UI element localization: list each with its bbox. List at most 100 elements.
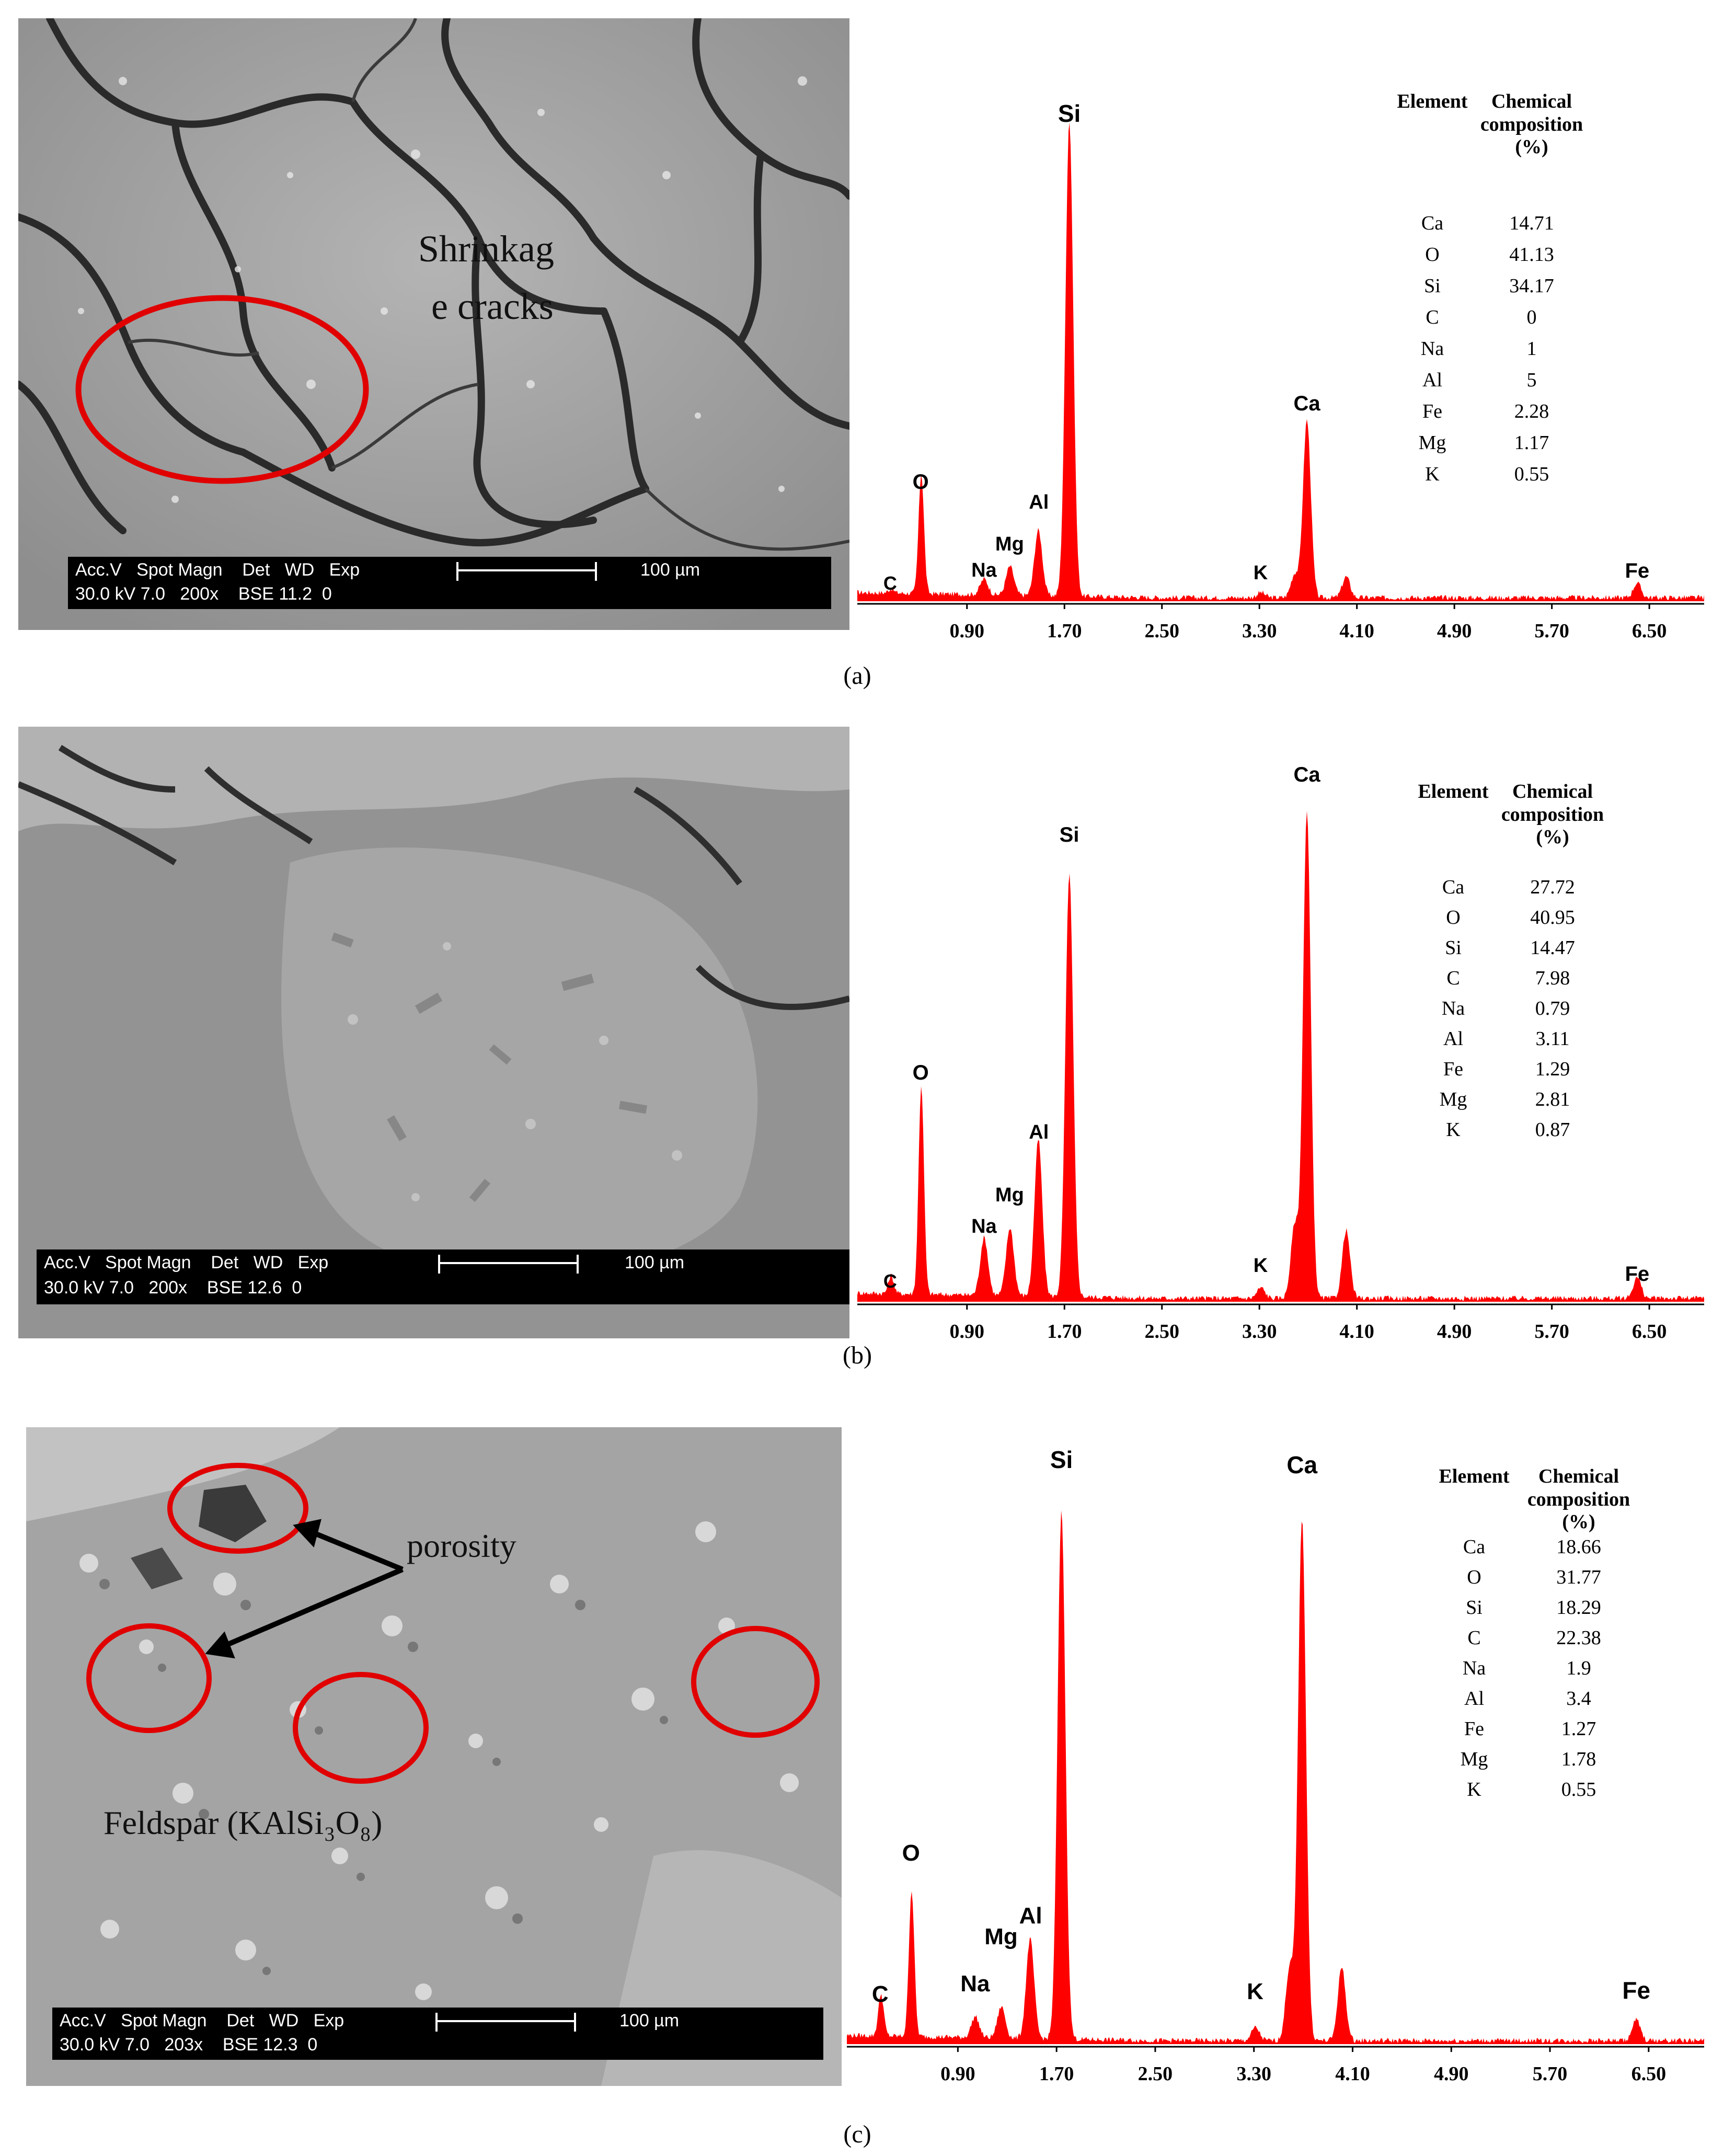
porosity-circle-1 (167, 1463, 308, 1554)
table-cell-value: 1.27 (1561, 1718, 1596, 1740)
sem-label-feldspar: Feldspar (KAlSi₃O₈) (104, 1804, 383, 1841)
panel-caption-b: (b) (843, 1341, 872, 1369)
peak-label-k: K (1247, 1979, 1263, 2004)
table-cell-value: 22.38 (1556, 1627, 1601, 1649)
table-cell-element: O (1467, 1566, 1481, 1588)
sem-label-porosity: porosity (407, 1527, 516, 1564)
panel-a: Shrinkag e cracks Acc.V Spot Magn Det WD… (0, 0, 1735, 701)
sem-info-row1: Acc.V Spot Magn Det WD Exp (44, 1253, 329, 1272)
peak-label-na: Na (971, 559, 997, 581)
peak-label-k: K (1253, 562, 1268, 584)
x-tick-label: 1.70 (1039, 2063, 1074, 2085)
peak-label-na: Na (960, 1971, 990, 1997)
table-cell-value: 1 (1526, 338, 1537, 360)
table-cell-value: 0.55 (1561, 1779, 1596, 1801)
x-tick-label: 0.90 (940, 2063, 975, 2085)
sem-info-bar-a: Acc.V Spot Magn Det WD Exp 30.0 kV 7.0 2… (68, 557, 831, 609)
table-cell-element: Ca (1463, 1536, 1486, 1558)
porosity-arrows (205, 1519, 404, 1659)
composition-table: Element Chemical composition (%) Ca 14.71 O 41.… (1380, 91, 1631, 525)
table-cell-value: 41.13 (1509, 244, 1554, 266)
table-cell-element: Mg (1418, 432, 1446, 454)
x-tick-label: 1.70 (1047, 1321, 1082, 1343)
table-header-composition: composition (1527, 1488, 1630, 1510)
sem-texture-c (26, 1427, 842, 2086)
feldspar-circle-1 (293, 1672, 429, 1784)
peak-label-fe: Fe (1625, 1263, 1650, 1286)
scale-label: 100 µm (619, 2011, 680, 2031)
sem-info-row2: 30.0 kV 7.0 203x BSE 12.3 0 (60, 2035, 318, 2055)
table-cell-element: Mg (1460, 1748, 1488, 1770)
peak-label-al: Al (1019, 1903, 1042, 1929)
sem-texture-a (18, 18, 849, 630)
table-cell-value: 3.11 (1535, 1028, 1570, 1050)
x-tick-label: 6.50 (1631, 1321, 1667, 1343)
table-cell-element: K (1425, 463, 1440, 485)
table-header-chemical: Chemical (1491, 90, 1572, 112)
peak-label-c: C (883, 1270, 897, 1292)
sem-info-bar-c: Acc.V Spot Magn Det WD Exp 30.0 kV 7.0 2… (52, 2008, 823, 2060)
peak-label-c: C (883, 572, 897, 594)
peak-label-o: O (902, 1840, 920, 1866)
peak-label-mg: Mg (984, 1924, 1018, 1949)
x-tick-label: 5.70 (1532, 2063, 1568, 2085)
x-tick-label: 5.70 (1534, 620, 1569, 642)
table-cell-value: 1.9 (1566, 1657, 1591, 1679)
sem-label-shrinkage-2: e cracks (431, 285, 554, 327)
panel-caption-c: (c) (843, 2120, 871, 2148)
eds-plot-c (847, 1510, 1704, 2052)
table-header-element: Element (1397, 90, 1468, 112)
scale-bar (456, 562, 597, 581)
table-cell-element: Al (1422, 369, 1442, 391)
sem-info-row2: 30.0 kV 7.0 200x BSE 11.2 0 (75, 584, 332, 604)
table-cell-value: 18.29 (1556, 1597, 1601, 1619)
table-cell-element: Si (1466, 1597, 1483, 1619)
table-cell-value: 2.81 (1535, 1088, 1570, 1110)
table-cell-element: Fe (1464, 1718, 1484, 1740)
table-cell-value: 0.87 (1535, 1119, 1570, 1141)
peak-label-ca: Ca (1293, 392, 1320, 415)
table-cell-value: 31.77 (1556, 1566, 1601, 1588)
eds-spectrum-c: 0.90 1.70 2.50 3.30 4.10 4.90 5.70 6.50 Si Ca O Al M… (847, 1446, 1715, 2096)
table-cell-element: Si (1424, 275, 1441, 297)
table-cell-value: 0.79 (1535, 997, 1570, 1019)
sem-texture-b (18, 727, 849, 1338)
x-tick-label: 0.90 (949, 620, 985, 642)
sem-info-row2: 30.0 kV 7.0 200x BSE 12.6 0 (44, 1278, 302, 1298)
sem-label-shrinkage-1: Shrinkag (418, 228, 554, 270)
table-cell-element: Na (1441, 997, 1465, 1019)
crack-circle-a (75, 295, 369, 484)
table-cell-value: 3.4 (1566, 1688, 1591, 1710)
x-tick-label: 3.30 (1236, 2063, 1271, 2085)
x-tick-label: 5.70 (1534, 1321, 1569, 1343)
table-cell-value: 1.29 (1535, 1058, 1570, 1080)
table-cell-value: 7.98 (1535, 967, 1570, 989)
composition-table: Element Chemical composition (%) Ca 18.66 O 31.… (1427, 1466, 1678, 1839)
table-cell-element: Fe (1422, 400, 1442, 422)
peak-label-si: Si (1059, 823, 1079, 846)
table-cell-element: O (1425, 244, 1440, 266)
panel-c: porosity Feldspar (KAlSi₃O₈) Acc.V Spot … (0, 1401, 1735, 2156)
eds-spectrum-a: 0.90 1.70 2.50 3.30 4.10 4.90 5.70 6.50 Si O Al Mg N… (857, 31, 1715, 659)
table-header-percent: (%) (1536, 826, 1569, 848)
feldspar-circle-2 (691, 1626, 820, 1738)
peak-label-al: Al (1029, 1121, 1049, 1143)
x-tick-label: 4.10 (1335, 2063, 1370, 2085)
sem-info-row1: Acc.V Spot Magn Det WD Exp (60, 2011, 344, 2031)
table-header-element: Element (1418, 781, 1489, 802)
eds-plot-b (857, 811, 1704, 1310)
table-cell-element: C (1426, 306, 1439, 328)
table-header-composition: composition (1480, 113, 1583, 135)
scale-label: 100 µm (625, 1253, 685, 1272)
x-tick-label: 4.10 (1339, 1321, 1374, 1343)
x-tick-label: 2.50 (1137, 2063, 1173, 2085)
table-header-percent: (%) (1562, 1511, 1595, 1533)
table-cell-element: C (1467, 1627, 1481, 1649)
eds-plot-a (857, 122, 1704, 609)
peak-label-ca: Ca (1293, 763, 1320, 786)
table-cell-element: Mg (1439, 1088, 1467, 1110)
x-tick-label: 4.90 (1434, 2063, 1469, 2085)
table-cell-value: 0 (1526, 306, 1537, 328)
porosity-circle-2 (86, 1623, 212, 1733)
table-cell-element: O (1446, 907, 1461, 928)
